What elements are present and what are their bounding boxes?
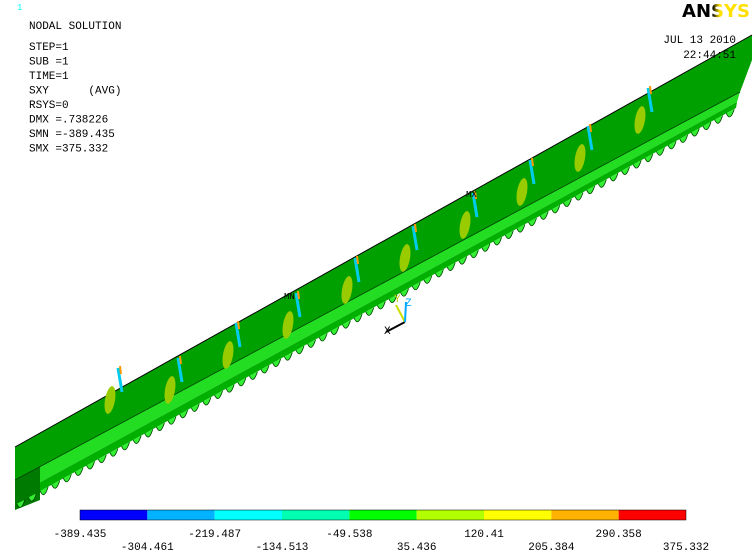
triad-x: X — [384, 326, 391, 338]
legend-swatch — [215, 510, 282, 520]
legend-swatch — [551, 510, 618, 520]
info-line: DMX =.738226 — [29, 115, 108, 127]
legend-label: 290.358 — [596, 529, 642, 541]
triad-y: Y — [394, 294, 401, 306]
plot-title: NODAL SOLUTION — [29, 21, 121, 33]
contour — [650, 86, 651, 94]
info-line: SMX =375.332 — [29, 144, 108, 156]
beam-model — [15, 35, 752, 510]
legend-label: -219.487 — [188, 529, 241, 541]
teeth — [17, 109, 734, 507]
triad-z: Z — [405, 298, 412, 310]
contour — [120, 366, 121, 374]
contour — [415, 224, 416, 232]
legend: -389.435 -304.461 -219.487 -134.513 -49.538 3… — [54, 510, 710, 554]
legend-swatch — [484, 510, 551, 520]
legend-label: -49.538 — [326, 529, 372, 541]
info-line: SMN =-389.435 — [29, 129, 115, 141]
min-marker: MN — [284, 292, 295, 302]
legend-label: -304.461 — [121, 542, 174, 554]
legend-swatch — [282, 510, 349, 520]
max-marker: MX — [466, 190, 477, 200]
contour — [238, 321, 239, 329]
time: 22:44:51 — [683, 50, 736, 62]
legend-swatch — [147, 510, 214, 520]
info-line: STEP=1 — [29, 42, 69, 54]
legend-label: -134.513 — [256, 542, 309, 554]
info-line: TIME=1 — [29, 71, 69, 83]
legend-label: 205.384 — [528, 542, 575, 554]
legend-swatch — [80, 510, 147, 520]
logo: ANSYS — [682, 1, 750, 22]
legend-swatch — [349, 510, 416, 520]
legend-swatch — [619, 510, 686, 520]
viewport: X Y Z MX MN 1 NODAL SOLUTION STEP=1 SUB =… — [0, 0, 754, 555]
legend-label: 120.41 — [464, 529, 504, 541]
legend-label: 35.436 — [397, 542, 437, 554]
triad: X Y Z — [384, 294, 412, 338]
legend-label: -389.435 — [54, 529, 107, 541]
info-line: SXY (AVG) — [29, 86, 121, 98]
contour — [298, 291, 299, 299]
date: JUL 13 2010 — [663, 35, 736, 47]
contour — [180, 356, 181, 364]
info-line: SUB =1 — [29, 57, 69, 69]
window-number: 1 — [17, 3, 22, 13]
plot-info: STEP=1 SUB =1 TIME=1 SXY (AVG) RSYS=0 DMX =.7… — [29, 42, 121, 156]
legend-label: 375.332 — [663, 542, 709, 554]
info-line: RSYS=0 — [29, 100, 69, 112]
contour — [532, 158, 533, 166]
contour — [590, 124, 591, 132]
legend-swatch — [417, 510, 484, 520]
contour — [357, 256, 358, 264]
